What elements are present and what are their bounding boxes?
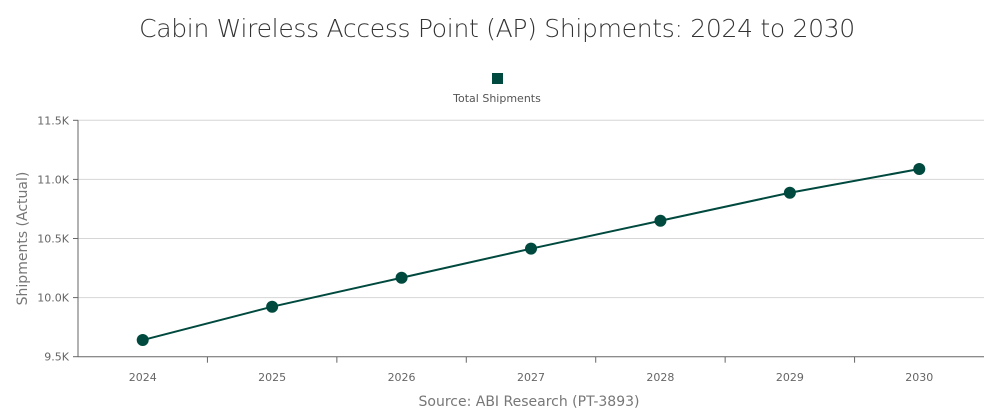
data-point: [266, 300, 279, 313]
x-tick-label: 2029: [776, 371, 804, 384]
legend: Total Shipments: [0, 69, 994, 105]
chart-title: Cabin Wireless Access Point (AP) Shipmen…: [139, 14, 855, 43]
x-tick-label: 2024: [129, 371, 157, 384]
y-axis-title: Shipments (Actual): [15, 172, 31, 306]
data-point: [913, 162, 926, 175]
y-tick-label: 11.5K: [37, 114, 69, 127]
x-tick-label: 2025: [258, 371, 286, 384]
x-tick-label: 2028: [646, 371, 674, 384]
y-tick-label: 10.0K: [37, 292, 69, 305]
data-point: [136, 334, 149, 347]
data-point: [783, 186, 796, 199]
data-point: [654, 214, 667, 227]
legend-label[interactable]: Total Shipments: [453, 92, 541, 105]
data-point: [525, 242, 537, 255]
y-tick-label: 10.5K: [37, 233, 69, 246]
x-tick-label: 2026: [388, 371, 416, 384]
y-tick-label: 9.5K: [44, 351, 69, 364]
x-tick-label: 2027: [517, 371, 545, 384]
data-point: [395, 271, 408, 284]
x-tick-label: 2030: [905, 371, 933, 384]
legend-swatch: [491, 73, 503, 84]
x-axis-title: Source: ABI Research (PT-3893): [419, 394, 640, 410]
y-tick-label: 11.0K: [37, 173, 69, 186]
